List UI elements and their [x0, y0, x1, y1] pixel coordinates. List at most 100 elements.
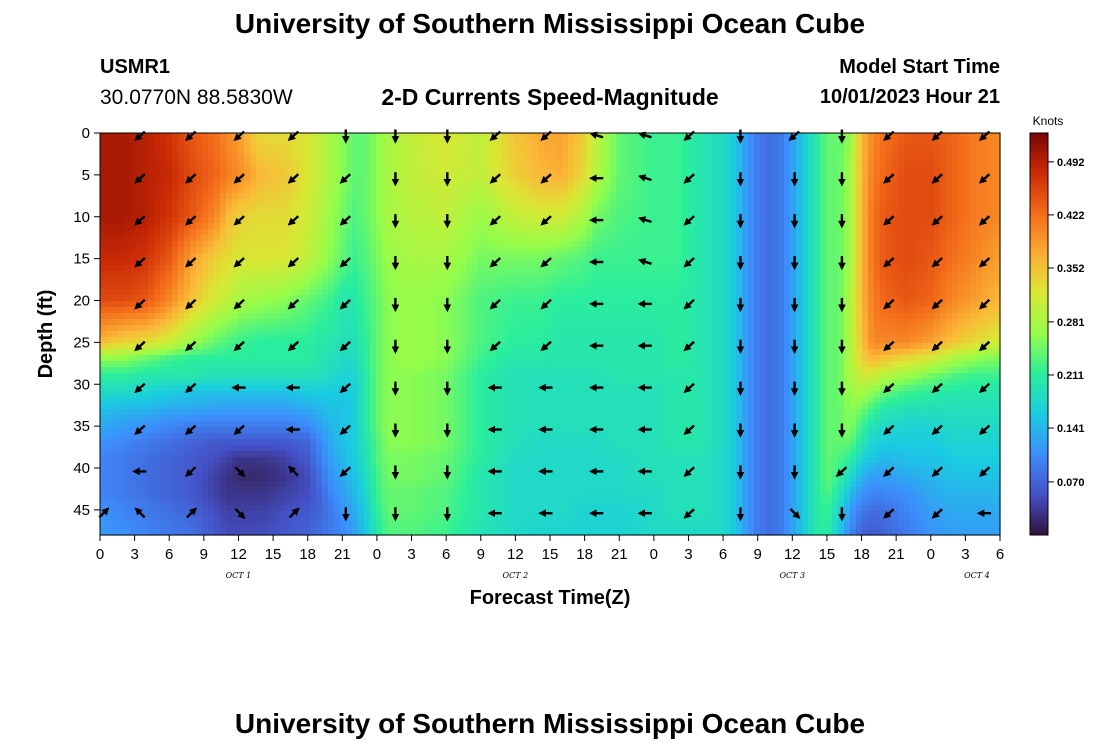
- heatmap-cell: [994, 253, 1001, 260]
- heatmap-cell: [928, 223, 935, 230]
- heatmap-cell: [562, 325, 569, 332]
- heatmap-cell: [568, 175, 575, 182]
- heatmap-cell: [850, 313, 857, 320]
- heatmap-cell: [526, 235, 533, 242]
- heatmap-cell: [946, 295, 953, 302]
- heatmap-cell: [952, 277, 959, 284]
- heatmap-cell: [574, 271, 581, 278]
- heatmap-cell: [514, 157, 521, 164]
- heatmap-cell: [940, 157, 947, 164]
- heatmap-cell: [796, 289, 803, 296]
- heatmap-cell: [364, 181, 371, 188]
- heatmap-cell: [460, 175, 467, 182]
- heatmap-cell: [316, 211, 323, 218]
- heatmap-cell: [334, 223, 341, 230]
- heatmap-cell: [514, 211, 521, 218]
- heatmap-cell: [922, 181, 929, 188]
- heatmap-cell: [676, 325, 683, 332]
- heatmap-cell: [958, 295, 965, 302]
- heatmap-cell: [616, 229, 623, 236]
- heatmap-cell: [382, 259, 389, 266]
- heatmap-cell: [232, 139, 239, 146]
- heatmap-cell: [478, 277, 485, 284]
- heatmap-cell: [934, 283, 941, 290]
- heatmap-cell: [784, 175, 791, 182]
- heatmap-cell: [352, 301, 359, 308]
- heatmap-cell: [496, 151, 503, 158]
- heatmap-cell: [196, 187, 203, 194]
- heatmap-cell: [364, 157, 371, 164]
- heatmap-cell: [400, 217, 407, 224]
- heatmap-cell: [256, 247, 263, 254]
- heatmap-cell: [370, 139, 377, 146]
- heatmap-cell: [580, 283, 587, 290]
- heatmap-cell: [670, 259, 677, 266]
- heatmap-cell: [916, 313, 923, 320]
- heatmap-cell: [268, 175, 275, 182]
- heatmap-cell: [466, 193, 473, 200]
- heatmap-cell: [658, 157, 665, 164]
- heatmap-cell: [994, 187, 1001, 194]
- heatmap-cell: [904, 133, 911, 140]
- heatmap-cell: [742, 163, 749, 170]
- heatmap-cell: [892, 265, 899, 272]
- heatmap-cell: [982, 151, 989, 158]
- heatmap-cell: [658, 265, 665, 272]
- heatmap-cell: [796, 319, 803, 326]
- heatmap-cell: [772, 259, 779, 266]
- heatmap-cell: [706, 133, 713, 140]
- heatmap-cell: [436, 181, 443, 188]
- heatmap-cell: [850, 241, 857, 248]
- heatmap-cell: [202, 277, 209, 284]
- heatmap-cell: [382, 211, 389, 218]
- heatmap-cell: [244, 319, 251, 326]
- heatmap-cell: [274, 157, 281, 164]
- heatmap-cell: [310, 223, 317, 230]
- heatmap-cell: [382, 187, 389, 194]
- heatmap-cell: [340, 199, 347, 206]
- heatmap-cell: [262, 301, 269, 308]
- heatmap-cell: [310, 289, 317, 296]
- heatmap-cell: [736, 157, 743, 164]
- heatmap-cell: [724, 307, 731, 314]
- heatmap-cell: [178, 169, 185, 176]
- heatmap-cell: [316, 319, 323, 326]
- heatmap-cell: [508, 241, 515, 248]
- heatmap-cell: [718, 139, 725, 146]
- heatmap-cell: [538, 271, 545, 278]
- heatmap-cell: [964, 139, 971, 146]
- heatmap-cell: [862, 325, 869, 332]
- heatmap-cell: [190, 187, 197, 194]
- heatmap-cell: [442, 259, 449, 266]
- heatmap-cell: [790, 157, 797, 164]
- heatmap-cell: [532, 223, 539, 230]
- heatmap-cell: [958, 229, 965, 236]
- heatmap-cell: [364, 199, 371, 206]
- heatmap-cell: [244, 139, 251, 146]
- heatmap-cell: [418, 295, 425, 302]
- heatmap-cell: [772, 277, 779, 284]
- heatmap-cell: [652, 175, 659, 182]
- heatmap-cell: [280, 295, 287, 302]
- heatmap-cell: [802, 187, 809, 194]
- heatmap-cell: [832, 217, 839, 224]
- heatmap-cell: [214, 169, 221, 176]
- heatmap-cell: [688, 163, 695, 170]
- heatmap-cell: [208, 265, 215, 272]
- heatmap-cell: [766, 223, 773, 230]
- heatmap-cell: [172, 199, 179, 206]
- heatmap-cell: [694, 217, 701, 224]
- heatmap-cell: [538, 241, 545, 248]
- heatmap-cell: [250, 229, 257, 236]
- heatmap-cell: [790, 217, 797, 224]
- heatmap-cell: [100, 289, 107, 296]
- heatmap-cell: [418, 289, 425, 296]
- heatmap-cell: [622, 229, 629, 236]
- heatmap-cell: [286, 289, 293, 296]
- heatmap-cell: [406, 289, 413, 296]
- heatmap-cell: [586, 163, 593, 170]
- heatmap-cell: [460, 151, 467, 158]
- heatmap-cell: [874, 205, 881, 212]
- heatmap-cell: [106, 301, 113, 308]
- heatmap-cell: [460, 199, 467, 206]
